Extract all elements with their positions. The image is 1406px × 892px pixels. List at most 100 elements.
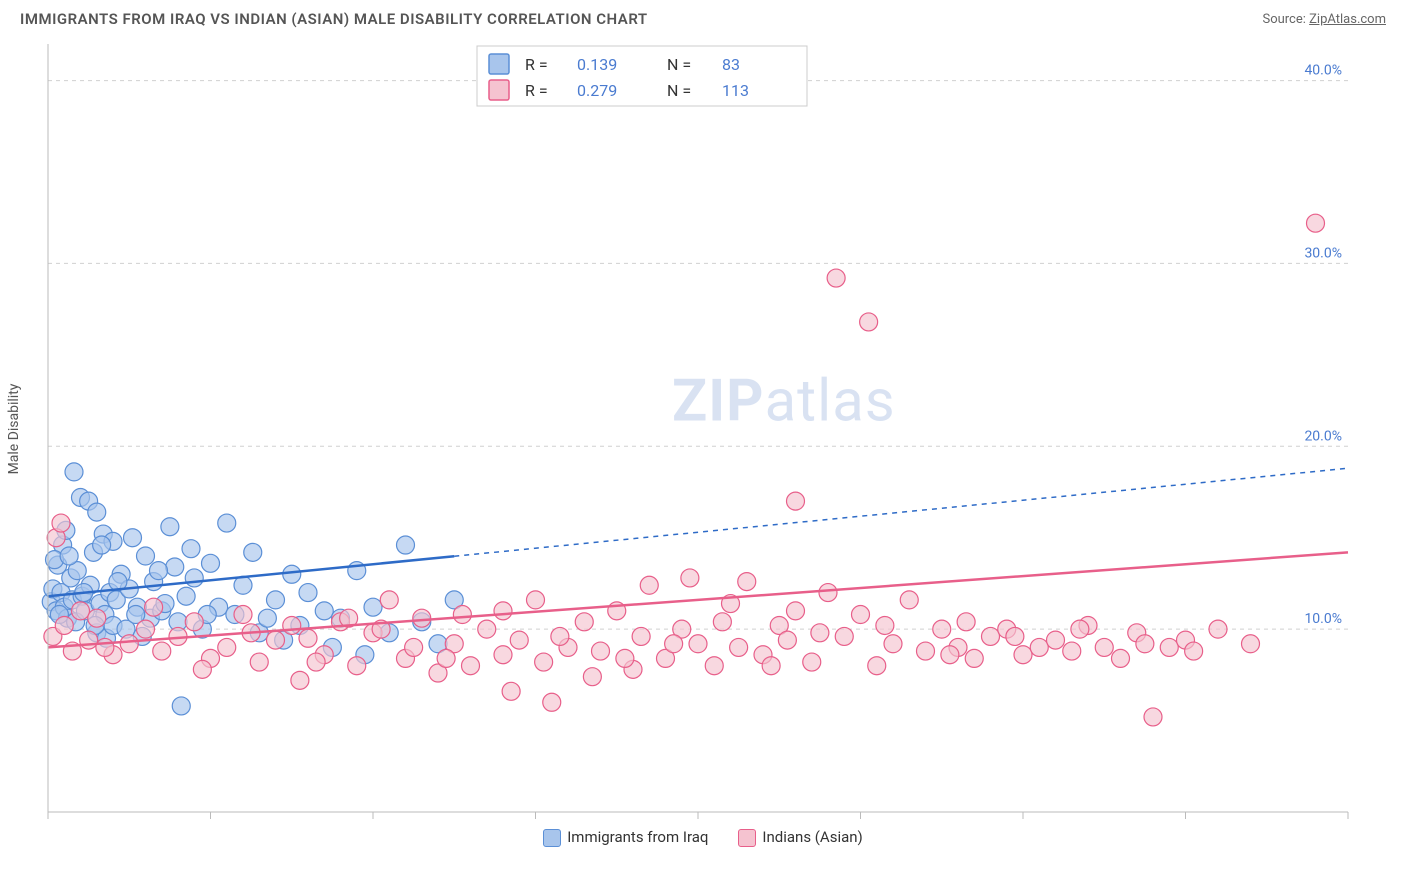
data-point bbox=[145, 598, 163, 616]
chart-area: Male Disability 10.0%20.0%30.0%40.0%ZIPa… bbox=[20, 34, 1386, 824]
data-point bbox=[380, 591, 398, 609]
data-point bbox=[124, 529, 142, 547]
data-point bbox=[315, 602, 333, 620]
data-point bbox=[55, 616, 73, 634]
data-point bbox=[827, 269, 845, 287]
data-point bbox=[583, 668, 601, 686]
data-point bbox=[244, 543, 262, 561]
data-point bbox=[494, 602, 512, 620]
stats-r-label: R = bbox=[525, 81, 548, 100]
source-link[interactable]: ZipAtlas.com bbox=[1309, 12, 1386, 27]
data-point bbox=[762, 657, 780, 675]
data-point bbox=[462, 657, 480, 675]
data-point bbox=[291, 671, 309, 689]
data-point bbox=[182, 540, 200, 558]
data-point bbox=[665, 635, 683, 653]
chart-title: IMMIGRANTS FROM IRAQ VS INDIAN (ASIAN) M… bbox=[20, 10, 648, 28]
data-point bbox=[616, 649, 634, 667]
data-point bbox=[1095, 638, 1113, 656]
stats-swatch bbox=[489, 54, 509, 74]
source-prefix: Source: bbox=[1262, 12, 1309, 27]
data-point bbox=[234, 576, 252, 594]
stats-r-value: 0.279 bbox=[577, 81, 617, 100]
data-point bbox=[640, 576, 658, 594]
data-point bbox=[592, 642, 610, 660]
data-point bbox=[957, 613, 975, 631]
y-tick-label: 10.0% bbox=[1304, 611, 1342, 627]
data-point bbox=[535, 653, 553, 671]
data-point bbox=[137, 620, 155, 638]
data-point bbox=[307, 653, 325, 671]
data-point bbox=[527, 591, 545, 609]
data-point bbox=[1242, 635, 1260, 653]
bottom-legend: Immigrants from Iraq Indians (Asian) bbox=[0, 824, 1406, 847]
data-point bbox=[575, 613, 593, 631]
data-point bbox=[161, 518, 179, 536]
data-point bbox=[1144, 708, 1162, 726]
data-point bbox=[283, 565, 301, 583]
stats-n-label: N = bbox=[667, 55, 691, 74]
watermark: ZIPatlas bbox=[672, 367, 896, 435]
scatter-chart: 10.0%20.0%30.0%40.0%ZIPatlas0.0%80.0%R =… bbox=[20, 34, 1350, 824]
stats-r-value: 0.139 bbox=[577, 55, 617, 74]
data-point bbox=[1030, 638, 1048, 656]
data-point bbox=[852, 606, 870, 624]
data-point bbox=[933, 620, 951, 638]
data-point bbox=[778, 631, 796, 649]
data-point bbox=[730, 638, 748, 656]
data-point bbox=[120, 635, 138, 653]
data-point bbox=[202, 554, 220, 572]
data-point bbox=[1136, 635, 1154, 653]
data-point bbox=[1047, 631, 1065, 649]
data-point bbox=[437, 649, 455, 667]
data-point bbox=[150, 562, 168, 580]
data-point bbox=[819, 584, 837, 602]
data-point bbox=[738, 573, 756, 591]
data-point bbox=[632, 627, 650, 645]
data-point bbox=[218, 514, 236, 532]
data-point bbox=[348, 657, 366, 675]
series-indian bbox=[44, 214, 1325, 726]
data-point bbox=[185, 613, 203, 631]
data-point bbox=[811, 624, 829, 642]
data-point bbox=[478, 620, 496, 638]
data-point bbox=[787, 602, 805, 620]
data-point bbox=[787, 492, 805, 510]
stats-n-value: 83 bbox=[722, 55, 740, 74]
data-point bbox=[193, 660, 211, 678]
trend-line-dashed-iraq bbox=[454, 468, 1348, 556]
legend-label-indian: Indians (Asian) bbox=[762, 828, 862, 846]
data-point bbox=[258, 609, 276, 627]
data-point bbox=[364, 598, 382, 616]
data-point bbox=[713, 613, 731, 631]
data-point bbox=[96, 638, 114, 656]
x-max-label: 80.0% bbox=[1310, 822, 1348, 824]
data-point bbox=[185, 569, 203, 587]
data-point bbox=[1112, 649, 1130, 667]
data-point bbox=[177, 587, 195, 605]
data-point bbox=[405, 638, 423, 656]
stats-n-label: N = bbox=[667, 81, 691, 100]
stats-r-label: R = bbox=[525, 55, 548, 74]
data-point bbox=[413, 609, 431, 627]
trend-line-indian bbox=[48, 552, 1348, 647]
data-point bbox=[88, 503, 106, 521]
header: IMMIGRANTS FROM IRAQ VS INDIAN (ASIAN) M… bbox=[0, 0, 1406, 34]
data-point bbox=[137, 547, 155, 565]
legend-item-iraq: Immigrants from Iraq bbox=[543, 828, 708, 847]
data-point bbox=[551, 627, 569, 645]
data-point bbox=[1307, 214, 1325, 232]
data-point bbox=[283, 616, 301, 634]
data-point bbox=[1160, 638, 1178, 656]
data-point bbox=[876, 616, 894, 634]
data-point bbox=[397, 536, 415, 554]
data-point bbox=[884, 635, 902, 653]
data-point bbox=[88, 609, 106, 627]
data-point bbox=[60, 547, 78, 565]
legend-item-indian: Indians (Asian) bbox=[738, 828, 862, 847]
data-point bbox=[965, 649, 983, 667]
data-point bbox=[917, 642, 935, 660]
data-point bbox=[166, 558, 184, 576]
y-tick-label: 30.0% bbox=[1304, 245, 1342, 261]
legend-label-iraq: Immigrants from Iraq bbox=[567, 828, 708, 846]
